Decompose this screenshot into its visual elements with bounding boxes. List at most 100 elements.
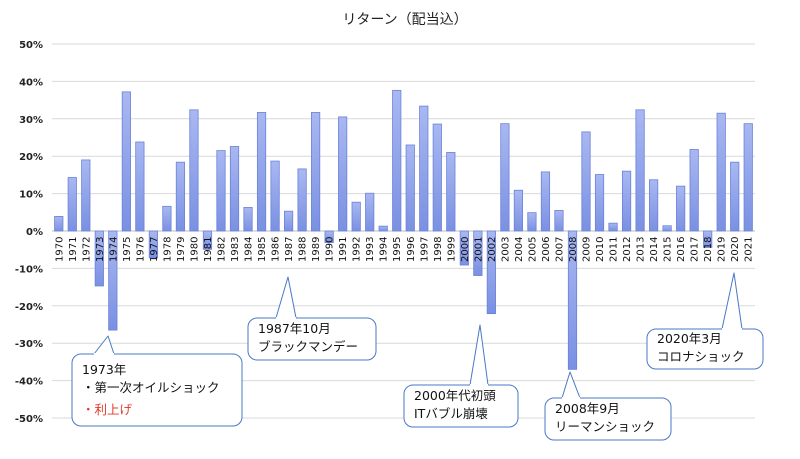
bar [635, 109, 645, 232]
x-tick-label: 1981 [203, 237, 214, 262]
bar [405, 144, 415, 232]
bar [743, 123, 753, 232]
bar [567, 230, 578, 370]
bar [256, 112, 267, 232]
bar [270, 160, 280, 232]
bar [662, 225, 672, 232]
x-tick-label: 2012 [622, 237, 633, 262]
bar [392, 89, 402, 232]
callout-text: ブラックマンデー [258, 339, 358, 354]
bar [94, 230, 104, 287]
x-tick-label: 1983 [230, 237, 241, 262]
bar [189, 109, 199, 232]
bar [243, 207, 253, 232]
x-tick-label: 1990 [325, 237, 336, 262]
callout-text-red: ・利上げ [82, 402, 133, 417]
bar [703, 230, 713, 248]
x-tick-label: 1999 [446, 237, 457, 262]
x-tick-label: 1998 [433, 237, 444, 262]
y-tick-label: -10% [15, 264, 43, 275]
bar [311, 112, 321, 232]
bar [378, 225, 388, 232]
x-tick-label: 1996 [406, 237, 417, 262]
bar [621, 170, 632, 232]
callout-text: ITバブル崩壊 [414, 406, 488, 421]
x-tick-label: 1988 [298, 237, 309, 262]
y-tick-label: -40% [15, 377, 43, 388]
x-tick-label: 2002 [487, 237, 498, 262]
bar [608, 222, 618, 232]
bar [175, 161, 186, 232]
x-tick-label: 2003 [500, 237, 511, 262]
bar [121, 91, 131, 232]
x-tick-label: 2006 [541, 237, 552, 262]
callout-text: 2000年代初頭 [414, 388, 496, 403]
bar [527, 212, 537, 232]
bar [297, 168, 307, 232]
callout-a1973: 1973年・第一次オイルショック・利上げ [71, 335, 243, 427]
x-tick-label: 1994 [379, 237, 390, 262]
x-tick-label: 1987 [284, 237, 295, 262]
x-tick-label: 2013 [636, 237, 647, 262]
bar [162, 205, 172, 232]
x-tick-label: 1979 [176, 237, 187, 262]
y-axis-ticks: 50% 40% 30% 20% 10% 0% -10% -20% -30% -40% -50% [15, 40, 43, 425]
x-tick-label: 1986 [271, 237, 282, 262]
y-tick-label: 20% [19, 152, 43, 163]
x-tick-label: 2017 [690, 237, 701, 262]
x-tick-label: 2021 [744, 237, 755, 262]
bar [338, 116, 348, 232]
y-tick-label: 30% [19, 115, 43, 126]
callout-text: 1987年10月 [258, 321, 331, 336]
bar [446, 152, 456, 232]
bar [419, 105, 429, 232]
x-tick-label: 1985 [257, 237, 268, 262]
bar [594, 174, 605, 232]
bar [716, 112, 726, 232]
x-tick-label: 1984 [244, 237, 255, 262]
bar [689, 149, 699, 232]
x-tick-label: 1989 [311, 237, 322, 262]
bar [54, 216, 64, 232]
bar [459, 230, 469, 266]
bar [676, 185, 686, 232]
x-tick-label: 1971 [68, 237, 79, 262]
x-tick-label: 1993 [365, 237, 376, 262]
chart-title: リターン（配当込） [342, 12, 467, 28]
bars [54, 89, 753, 370]
callout-text: ・第一次オイルショック [82, 380, 220, 395]
bar [554, 210, 564, 232]
bar [108, 230, 118, 331]
x-axis-ticks: 1970 1971 1972 1973 1974 1975 1976 1977 1978 1979… [54, 237, 754, 262]
bar [351, 201, 361, 232]
y-tick-label: -20% [15, 302, 43, 313]
x-tick-label: 1970 [54, 237, 65, 262]
x-tick-label: 2004 [514, 237, 525, 262]
x-tick-label: 2019 [717, 237, 728, 262]
bar [500, 123, 510, 232]
bar [229, 146, 240, 232]
x-tick-label: 2000 [460, 237, 471, 262]
bar [649, 179, 659, 232]
bar [540, 171, 551, 232]
callout-text: リーマンショック [555, 419, 655, 434]
bar [283, 210, 294, 232]
x-tick-label: 1976 [135, 237, 146, 262]
callout-text: 2008年9月 [555, 401, 620, 416]
bar [81, 159, 91, 232]
x-tick-label: 2016 [676, 237, 687, 262]
bar [216, 150, 226, 232]
x-tick-label: 2001 [473, 237, 484, 262]
x-tick-label: 2020 [730, 237, 741, 262]
x-tick-label: 2015 [663, 237, 674, 262]
bar [365, 192, 375, 232]
callout-text: 2020年3月 [657, 331, 722, 346]
x-tick-label: 1973 [95, 237, 106, 262]
x-tick-label: 1977 [149, 237, 160, 262]
bar [730, 161, 740, 232]
x-tick-label: 1992 [352, 237, 363, 262]
bar [67, 177, 77, 232]
y-tick-label: 40% [19, 77, 43, 88]
